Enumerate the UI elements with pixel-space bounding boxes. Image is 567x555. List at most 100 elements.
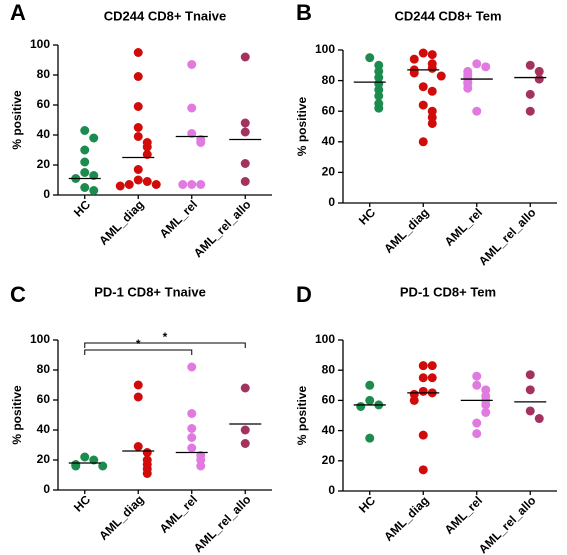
data-point xyxy=(80,183,90,192)
data-point xyxy=(525,106,535,116)
chart-title: CD244 CD8+ Tem xyxy=(394,8,501,23)
data-point xyxy=(142,469,152,478)
data-point xyxy=(80,168,90,177)
data-point xyxy=(187,443,197,453)
y-tick-label: 60 xyxy=(322,393,336,407)
data-point xyxy=(365,395,375,405)
x-tick-label: AML_rel xyxy=(442,205,485,248)
data-point xyxy=(187,60,197,69)
data-point xyxy=(436,71,446,81)
data-point xyxy=(374,91,384,101)
chart-title: PD-1 CD8+ Tem xyxy=(400,284,496,299)
y-tick-label: 0 xyxy=(328,195,335,209)
data-point xyxy=(187,362,197,372)
data-point xyxy=(427,86,437,96)
y-axis-label: % positive xyxy=(295,97,309,157)
data-point xyxy=(472,59,482,69)
data-point xyxy=(463,83,473,93)
data-point xyxy=(409,54,419,64)
y-tick-label: 100 xyxy=(315,42,335,56)
y-tick-label: 60 xyxy=(37,392,51,406)
data-point xyxy=(409,68,419,78)
data-point xyxy=(133,132,143,141)
data-point xyxy=(427,373,437,383)
x-tick-label: HC xyxy=(71,197,93,219)
y-tick-label: 60 xyxy=(37,97,51,111)
data-point xyxy=(418,430,428,440)
x-tick-label: AML_diag xyxy=(381,493,431,543)
x-tick-label: AML_diag xyxy=(96,492,146,542)
data-point xyxy=(418,361,428,371)
data-point xyxy=(427,118,437,128)
data-point xyxy=(187,103,197,113)
data-point xyxy=(196,138,206,147)
data-point xyxy=(142,142,152,152)
data-point xyxy=(365,53,375,63)
data-point xyxy=(534,66,544,76)
data-point xyxy=(240,159,250,168)
data-point xyxy=(481,400,491,410)
data-point xyxy=(98,461,108,471)
y-tick-label: 0 xyxy=(43,187,50,201)
data-point xyxy=(89,133,99,143)
data-point xyxy=(133,123,143,132)
data-point xyxy=(133,380,143,390)
data-point xyxy=(418,465,428,475)
y-tick-label: 0 xyxy=(43,482,50,496)
y-tick-label: 20 xyxy=(322,165,336,179)
data-point xyxy=(196,461,206,471)
data-point xyxy=(115,181,125,191)
chart-title: PD-1 CD8+ Tnaive xyxy=(94,284,206,299)
data-point xyxy=(133,165,143,174)
x-tick-label: AML_rel_allo xyxy=(476,493,539,555)
data-point xyxy=(133,392,143,402)
x-tick-label: AML_rel_allo xyxy=(476,205,539,268)
data-point xyxy=(534,414,544,424)
y-tick-label: 100 xyxy=(315,332,335,346)
data-point xyxy=(240,383,250,393)
data-point xyxy=(151,180,161,189)
data-point xyxy=(133,442,143,451)
data-point xyxy=(481,407,491,417)
data-point xyxy=(187,409,197,418)
data-point xyxy=(472,371,482,381)
x-tick-label: HC xyxy=(71,492,93,514)
data-point xyxy=(187,129,197,138)
x-tick-label: AML_rel_allo xyxy=(191,197,254,260)
y-tick-label: 100 xyxy=(30,332,50,346)
data-point xyxy=(240,425,250,435)
data-point xyxy=(89,186,99,195)
data-point xyxy=(525,60,535,70)
y-tick-label: 20 xyxy=(322,453,336,467)
significance-bracket xyxy=(84,349,193,355)
y-tick-label: 20 xyxy=(37,157,51,171)
data-point xyxy=(133,48,143,57)
data-point xyxy=(240,52,250,62)
significance-star: * xyxy=(163,330,168,344)
data-point xyxy=(365,380,375,390)
x-tick-label: AML_diag xyxy=(96,197,146,247)
data-point xyxy=(133,175,143,185)
data-point xyxy=(427,50,437,60)
y-axis-label: % positive xyxy=(295,386,309,446)
data-point xyxy=(418,137,428,147)
data-point xyxy=(187,433,197,442)
y-axis-label: % positive xyxy=(10,90,24,150)
data-point xyxy=(525,370,535,380)
data-point xyxy=(240,118,250,128)
significance-bracket xyxy=(84,342,246,348)
data-point xyxy=(240,127,250,137)
data-point xyxy=(80,157,90,167)
data-point xyxy=(240,177,250,186)
data-point xyxy=(80,126,90,135)
x-tick-label: AML_rel_allo xyxy=(191,492,254,555)
y-tick-label: 80 xyxy=(37,67,51,81)
data-point xyxy=(89,171,99,180)
panel-label: A xyxy=(10,0,26,25)
data-point xyxy=(472,429,482,439)
significance-star: * xyxy=(136,337,141,351)
data-point xyxy=(472,380,482,390)
y-tick-label: 80 xyxy=(37,362,51,376)
y-tick-label: 40 xyxy=(37,422,51,436)
